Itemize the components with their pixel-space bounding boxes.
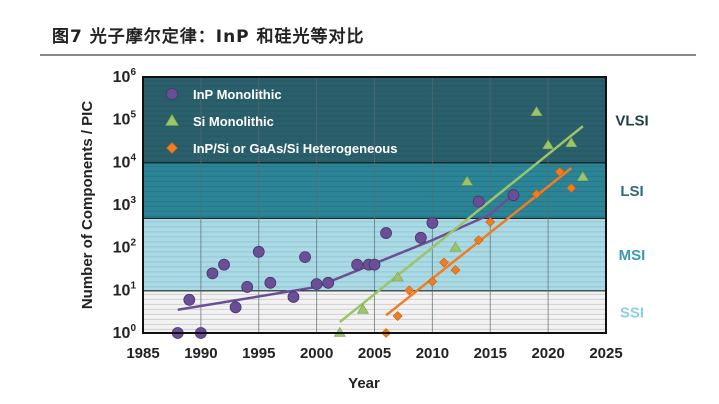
y-tick-base: 10 xyxy=(113,154,131,171)
y-tick-base: 10 xyxy=(113,325,131,342)
data-point-circle xyxy=(218,258,230,271)
y-tick-label: 104 xyxy=(113,152,137,171)
y-tick-exponent: 6 xyxy=(130,67,136,78)
x-tick-label: 2000 xyxy=(300,345,333,362)
y-tick-exponent: 1 xyxy=(130,280,136,291)
data-point-diamond xyxy=(473,235,484,246)
data-point-triangle xyxy=(576,171,589,181)
data-point-triangle xyxy=(565,137,578,148)
data-point-circle xyxy=(414,231,427,244)
x-tick-label: 2010 xyxy=(416,345,449,362)
y-tick-base: 10 xyxy=(113,69,131,86)
data-point-diamond xyxy=(392,311,403,321)
y-tick-label: 102 xyxy=(113,238,137,257)
data-point-circle xyxy=(241,281,254,293)
x-tick-label: 2005 xyxy=(358,345,391,362)
legend-marker-circle xyxy=(166,88,178,100)
data-point-circle xyxy=(426,217,439,229)
y-tick-exponent: 0 xyxy=(130,323,136,334)
axes-layer: 1985 1990 1995 2000 2005 2010 2015 2020 20251001… xyxy=(113,67,623,362)
y-tick-base: 10 xyxy=(113,112,131,129)
x-tick-label: 2020 xyxy=(531,345,564,362)
data-point-circle xyxy=(206,267,219,280)
data-point-circle xyxy=(380,227,392,239)
band-label-ssi: SSI xyxy=(620,305,644,322)
legend: InP Monolithic Si Monolithic InP/Si or GaA… xyxy=(164,87,397,156)
data-point-circle xyxy=(264,276,277,289)
band-labels: SSI MSI LSI VLSI xyxy=(615,113,648,322)
band-label-msi: MSI xyxy=(619,247,646,264)
y-tick-exponent: 2 xyxy=(130,238,136,249)
data-point-triangle xyxy=(356,303,369,314)
data-point-diamond xyxy=(427,276,438,287)
data-point-circle xyxy=(299,251,311,264)
data-point-triangle xyxy=(461,175,474,186)
data-point-triangle xyxy=(530,106,543,116)
points-layer xyxy=(171,106,589,339)
data-point-circle xyxy=(287,291,300,303)
legend-marker-triangle xyxy=(164,113,180,126)
data-point-circle xyxy=(472,195,485,208)
x-axis-title: Year xyxy=(348,375,380,392)
legend-label: InP/Si or GaAs/Si Heterogeneous xyxy=(193,141,397,156)
x-tick-label: 1985 xyxy=(126,345,159,362)
legend-label: InP Monolithic xyxy=(193,87,282,102)
y-tick-exponent: 4 xyxy=(130,152,136,163)
band-label-vlsi: VLSI xyxy=(615,113,648,130)
x-tick-label: 2015 xyxy=(474,345,507,362)
y-tick-base: 10 xyxy=(113,240,131,257)
title-divider xyxy=(40,54,696,56)
y-tick-exponent: 5 xyxy=(130,110,136,121)
data-point-diamond xyxy=(485,217,496,227)
x-tick-label: 1990 xyxy=(184,345,217,362)
data-point-triangle xyxy=(542,139,555,150)
legend-label: Si Monolithic xyxy=(193,114,274,129)
grid-layer xyxy=(200,77,549,333)
data-point-circle xyxy=(351,258,364,271)
data-point-triangle xyxy=(449,241,462,252)
data-point-circle xyxy=(507,189,520,202)
trend-line-circle xyxy=(177,193,515,312)
y-tick-label: 103 xyxy=(113,195,137,214)
data-point-circle xyxy=(229,301,242,314)
data-point-diamond xyxy=(566,183,577,193)
band-label-lsi: LSI xyxy=(620,183,643,200)
y-tick-label: 101 xyxy=(113,280,137,299)
x-tick-label: 2025 xyxy=(589,345,622,362)
plot-frame xyxy=(142,76,607,334)
y-tick-base: 10 xyxy=(113,197,131,214)
data-point-circle xyxy=(322,276,335,289)
data-point-diamond xyxy=(404,285,415,296)
y-tick-base: 10 xyxy=(113,282,131,299)
data-point-diamond xyxy=(531,189,542,200)
y-tick-label: 100 xyxy=(113,323,137,342)
data-point-diamond xyxy=(439,257,449,268)
y-tick-label: 105 xyxy=(113,110,137,129)
y-tick-exponent: 3 xyxy=(130,195,136,206)
trend-line-triangle xyxy=(338,125,584,324)
data-point-circle xyxy=(252,245,265,258)
data-point-circle xyxy=(310,278,323,290)
y-tick-label: 106 xyxy=(113,67,137,86)
data-point-triangle xyxy=(391,271,404,282)
data-point-diamond xyxy=(554,166,565,177)
data-point-circle xyxy=(183,293,196,306)
legend-marker-diamond xyxy=(166,142,178,154)
data-point-diamond xyxy=(450,265,461,275)
figure-title: 图7 光子摩尔定律：InP 和硅光等对比 xyxy=(52,27,365,47)
x-tick-label: 1995 xyxy=(242,345,275,362)
data-point-circle xyxy=(368,258,381,271)
y-axis-title: Number of Components / PIC xyxy=(79,101,96,310)
